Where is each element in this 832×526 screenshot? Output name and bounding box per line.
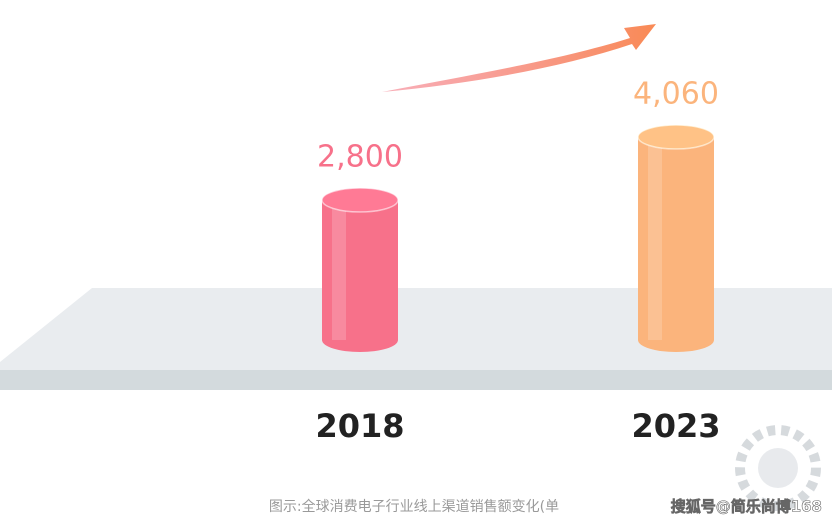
cylinder-shine — [332, 200, 346, 340]
caption: 图示:全球消费电子行业线上渠道销售额变化(单 — [269, 498, 559, 515]
x-tick-label: 2018 — [315, 407, 404, 445]
watermark-icon — [735, 425, 821, 511]
watermark: 搜狐号@简乐尚博168 — [671, 498, 822, 516]
cylinder-top — [321, 187, 399, 213]
platform — [0, 288, 832, 372]
cylinder-shine — [648, 137, 662, 340]
platform-edge — [0, 370, 832, 390]
value-label: 2,800 — [317, 140, 403, 175]
cylinder-top — [637, 124, 715, 150]
bars: 2,800 2018 4,060 2023 — [315, 77, 720, 446]
cylinder — [321, 187, 399, 352]
cylinder — [637, 124, 715, 352]
bar — [322, 200, 398, 340]
growth-arrow — [382, 24, 656, 92]
value-label: 4,060 — [633, 77, 719, 112]
bar — [638, 137, 714, 340]
x-tick-label: 2023 — [631, 407, 720, 445]
